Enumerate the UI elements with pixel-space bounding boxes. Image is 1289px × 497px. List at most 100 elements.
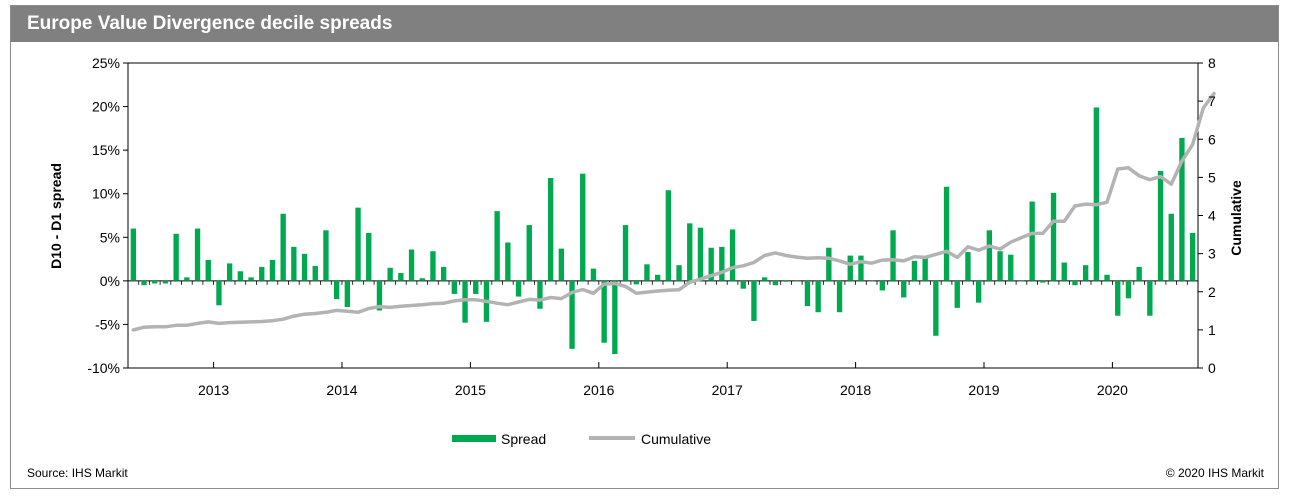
- tick-labels: -10% -5% 0% 5% 10% 15% 20% 25% 0 1 2 3 4 5 6 7 8 2013 2014…: [87, 55, 1216, 398]
- spread-bar: [836, 280, 843, 313]
- spread-bar: [398, 273, 404, 281]
- spread-bar: [1018, 280, 1025, 282]
- y2-tick-label: 2: [1208, 284, 1216, 300]
- y2-tick-label: 4: [1208, 208, 1216, 224]
- spread-bar: [590, 268, 597, 281]
- y2-tick-label: 8: [1208, 55, 1216, 71]
- spread-bar: [719, 246, 725, 281]
- legend-spread-swatch: [452, 435, 496, 442]
- spread-bar: [633, 280, 639, 285]
- plot-border: [127, 62, 1199, 369]
- spread-bar: [494, 211, 500, 281]
- y-tick-label: -10%: [87, 360, 120, 376]
- spread-bar: [537, 280, 543, 309]
- spread-bar: [644, 264, 650, 281]
- x-tick-label: 2017: [712, 382, 743, 398]
- spread-bar: [665, 190, 672, 281]
- spread-bar: [1050, 192, 1057, 281]
- spread-bar: [1125, 280, 1132, 299]
- spread-bar: [1147, 280, 1153, 316]
- spread-bar: [933, 280, 939, 336]
- spread-bar: [708, 247, 714, 281]
- spread-bar: [986, 230, 993, 281]
- spread-bar: [804, 280, 811, 307]
- spread-bar: [943, 186, 950, 281]
- spread-bar: [729, 229, 736, 281]
- x-tick-label: 2020: [1097, 382, 1128, 398]
- y-tick-label: 10%: [92, 186, 120, 202]
- spread-bar: [376, 280, 383, 311]
- spread-bar: [1029, 201, 1035, 281]
- spread-bar: [462, 280, 468, 323]
- y-tick-label: -5%: [95, 316, 120, 332]
- spread-bar: [569, 280, 575, 349]
- spread-bar: [344, 280, 351, 307]
- spread-bar: [901, 280, 907, 298]
- spread-bar: [558, 248, 565, 281]
- spread-bar: [826, 247, 832, 281]
- cumulative-line: [131, 91, 1216, 332]
- spread-bar: [772, 280, 779, 286]
- legend-spread-label: Spread: [501, 431, 546, 447]
- x-tick-label: 2018: [840, 382, 871, 398]
- spread-bar: [505, 242, 511, 281]
- spread-bar: [697, 227, 704, 281]
- spread-bar: [301, 253, 308, 281]
- spread-bar: [141, 280, 147, 286]
- y2-tick-label: 6: [1208, 131, 1216, 147]
- copyright-note: © 2020 IHS Markit: [1165, 466, 1264, 480]
- spread-bar: [1179, 137, 1185, 281]
- spread-bar: [890, 230, 896, 281]
- legend-cumulative-label: Cumulative: [641, 431, 711, 447]
- spread-bar: [194, 228, 201, 281]
- spread-bar: [622, 225, 629, 281]
- y-tick-label: 5%: [100, 229, 120, 245]
- y-tick-label: 25%: [92, 55, 120, 71]
- legend: Spread Cumulative: [452, 431, 711, 447]
- y2-tick-label: 5: [1208, 169, 1216, 185]
- spread-bar: [1104, 274, 1110, 281]
- spread-bar: [355, 207, 361, 281]
- spread-bar: [1115, 280, 1121, 316]
- spread-bar: [601, 280, 607, 343]
- spread-bar: [965, 252, 971, 281]
- title-bar: Europe Value Divergence decile spreads: [11, 6, 1278, 42]
- spread-bar: [676, 265, 682, 281]
- cumulative-series-line: [131, 91, 1216, 332]
- spread-bar: [152, 280, 158, 284]
- spread-bar: [740, 280, 746, 289]
- x-tick-label: 2013: [198, 382, 229, 398]
- spread-bar: [323, 230, 329, 281]
- spread-bar: [259, 266, 265, 281]
- spread-bar: [451, 280, 458, 294]
- spread-bar: [130, 228, 137, 281]
- spread-bar: [1072, 280, 1078, 286]
- spread-bar: [237, 271, 244, 281]
- spread-bar: [216, 280, 222, 306]
- chart-frame: Europe Value Divergence decile spreads -…: [10, 5, 1279, 489]
- y2-tick-label: 1: [1208, 322, 1216, 338]
- spread-bar: [761, 277, 768, 281]
- spread-bar: [1008, 254, 1014, 281]
- source-note: Source: IHS Markit: [27, 466, 128, 480]
- spread-bar: [1061, 262, 1067, 281]
- spread-bar: [975, 280, 982, 303]
- spread-bar: [868, 280, 875, 282]
- spread-bar: [526, 225, 532, 281]
- spread-bar: [312, 266, 318, 281]
- spread-bar: [440, 266, 447, 281]
- spread-bar: [1093, 107, 1100, 281]
- spread-bar: [419, 278, 425, 281]
- spread-bar: [162, 280, 169, 284]
- spread-bar: [783, 280, 789, 282]
- spread-bar: [248, 277, 254, 281]
- y-tick-label: 20%: [92, 99, 120, 115]
- spread-bars: [130, 107, 1196, 355]
- spread-bar: [1157, 171, 1164, 281]
- y2-axis-label: Cumulative: [1228, 180, 1244, 256]
- spread-bar: [387, 267, 393, 281]
- spread-bar: [922, 256, 928, 281]
- chart-title: Europe Value Divergence decile spreads: [27, 13, 393, 34]
- spread-bar: [184, 277, 190, 281]
- spread-bar: [366, 232, 372, 281]
